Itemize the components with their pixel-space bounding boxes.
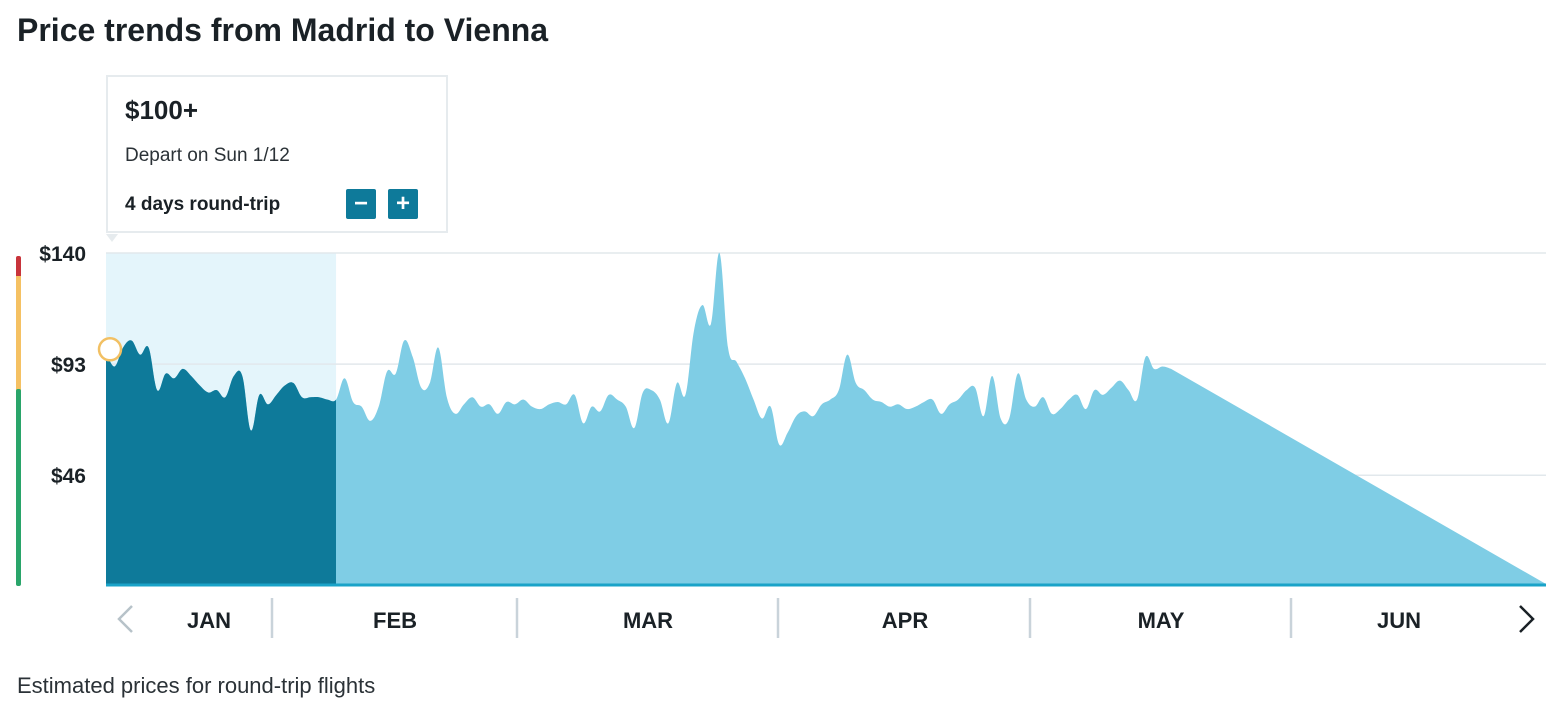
- y-tick-label: $46: [51, 465, 86, 488]
- month-label: MAR: [623, 608, 673, 633]
- tooltip-pointer: [106, 234, 118, 242]
- price-tooltip: $100+ Depart on Sun 1/12 4 days round-tr…: [106, 75, 448, 233]
- month-label: APR: [882, 608, 929, 633]
- scale-high-segment: [16, 256, 21, 278]
- increase-trip-length-button[interactable]: +: [388, 189, 418, 219]
- price-area: [106, 252, 1546, 584]
- decrease-trip-length-button[interactable]: −: [346, 189, 376, 219]
- month-label: JAN: [187, 608, 231, 633]
- selected-date-marker: [97, 337, 123, 362]
- month-label: MAY: [1138, 608, 1185, 633]
- price-area-selected: [106, 340, 337, 584]
- scale-low-segment: [16, 389, 21, 586]
- tooltip-price: $100+: [125, 95, 199, 125]
- y-tick-label: $93: [51, 354, 86, 377]
- y-tick-label: $140: [39, 243, 86, 266]
- footer-note: Estimated prices for round-trip flights: [17, 673, 376, 698]
- tooltip-depart-date: Depart on Sun 1/12: [125, 145, 290, 166]
- tooltip-trip-length: 4 days round-trip: [125, 194, 281, 215]
- month-label: FEB: [373, 608, 417, 633]
- chevron-left-icon[interactable]: [117, 605, 133, 633]
- chevron-right-icon[interactable]: [1519, 605, 1535, 633]
- scale-mid-segment: [16, 276, 21, 391]
- month-label: JUN: [1377, 608, 1421, 633]
- page-title: Price trends from Madrid to Vienna: [17, 12, 549, 48]
